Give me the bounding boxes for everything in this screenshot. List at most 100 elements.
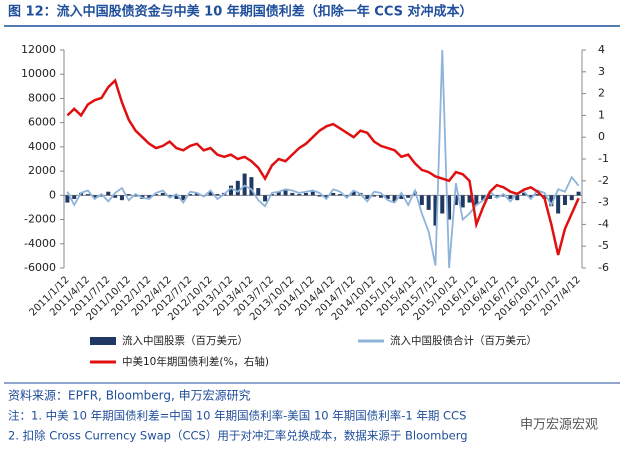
- bar: [324, 195, 329, 198]
- bar: [351, 191, 356, 196]
- bar: [460, 195, 465, 208]
- legend-label: 流入中国股票（百万美元）: [122, 334, 248, 347]
- y2-tick-label: -2: [598, 174, 609, 187]
- watermark: 申万宏源宏观: [520, 418, 598, 433]
- y2-tick-label: 1: [598, 108, 605, 121]
- y2-tick-label: -5: [598, 239, 609, 252]
- y-tick-label: 8000: [28, 91, 56, 104]
- bar: [385, 195, 390, 199]
- bar: [440, 195, 445, 214]
- line: [66, 49, 580, 269]
- bar: [528, 195, 533, 198]
- bar: [433, 195, 438, 226]
- bar: [256, 188, 261, 196]
- bar: [228, 185, 233, 196]
- bar: [92, 195, 97, 198]
- bar: [160, 192, 165, 196]
- bar: [310, 191, 315, 196]
- bar: [576, 191, 581, 196]
- bar: [453, 195, 458, 206]
- y2-tick-label: -6: [598, 261, 609, 274]
- y2-tick-label: -4: [598, 217, 609, 230]
- bar: [154, 194, 159, 196]
- bar: [303, 192, 308, 196]
- bar: [338, 194, 343, 196]
- bar: [344, 195, 349, 197]
- bar: [126, 194, 131, 196]
- y-tick-label: 2000: [28, 164, 56, 177]
- bar: [194, 192, 199, 196]
- bar: [147, 195, 152, 198]
- bar: [99, 195, 104, 197]
- bar: [549, 195, 554, 207]
- y2-tick-label: 0: [598, 130, 605, 143]
- bar: [556, 195, 561, 214]
- bar: [331, 192, 336, 196]
- y-tick-label: -2000: [24, 213, 56, 226]
- bar: [406, 195, 411, 198]
- source: 资料来源：EPFR, Bloomberg, 申万宏源研究: [8, 388, 251, 403]
- bar: [508, 195, 513, 199]
- bar: [515, 195, 520, 201]
- y-tick-label: 4000: [28, 140, 56, 153]
- note: 2. 扣除 Cross Currency Swap（CCS）用于对冲汇率兑换成本…: [8, 429, 468, 443]
- bar: [235, 180, 240, 196]
- bar: [467, 195, 472, 203]
- bar: [378, 195, 383, 198]
- bar: [188, 194, 193, 196]
- bar: [481, 195, 486, 201]
- y2-tick-label: -1: [598, 152, 609, 165]
- bar: [419, 195, 424, 206]
- bar: [399, 195, 404, 199]
- bar: [181, 195, 186, 201]
- bar: [426, 195, 431, 210]
- bar: [113, 195, 118, 198]
- bar: [290, 192, 295, 196]
- bar: [365, 195, 370, 199]
- y2-tick-label: 3: [598, 65, 605, 78]
- bar: [317, 195, 322, 197]
- bar: [494, 195, 499, 198]
- y-tick-label: 0: [49, 188, 56, 201]
- bar: [535, 194, 540, 196]
- bar: [174, 195, 179, 199]
- bar: [208, 191, 213, 196]
- y-tick-label: 12000: [21, 43, 56, 56]
- bar: [85, 194, 90, 196]
- bar: [215, 194, 220, 196]
- bar: [167, 195, 172, 197]
- y2-tick-label: 2: [598, 87, 605, 100]
- bar: [263, 195, 268, 202]
- bar: [392, 195, 397, 202]
- bar: [372, 195, 377, 197]
- y-tick-label: -4000: [24, 237, 56, 250]
- bar: [474, 195, 479, 206]
- bar: [447, 195, 452, 220]
- bar: [119, 195, 124, 201]
- bar: [242, 173, 247, 196]
- y-tick-label: 6000: [28, 116, 56, 129]
- bar: [249, 177, 254, 196]
- bar: [106, 191, 111, 196]
- bar: [562, 195, 567, 206]
- bar: [72, 195, 77, 199]
- bar: [283, 190, 288, 196]
- bar: [522, 192, 527, 196]
- line: [66, 78, 580, 256]
- y2-tick-label: 4: [598, 43, 605, 56]
- bar: [501, 195, 506, 197]
- note: 注：1. 中美 10 年期国债利差=中国 10 年期国债利率-美国 10 年期国…: [8, 409, 466, 423]
- bar: [297, 194, 302, 196]
- legend-label: 中美10年期国债利差(%，右轴): [122, 355, 269, 368]
- y2-tick-label: -3: [598, 196, 609, 209]
- bar: [569, 195, 574, 201]
- y-tick-label: 10000: [21, 67, 56, 80]
- legend-swatch: [90, 337, 116, 345]
- bar: [133, 195, 138, 197]
- chart-title: 图 12：流入中国股债资金与中美 10 年期国债利差（扣除一年 CCS 对冲成本…: [8, 4, 473, 20]
- legend-label: 流入中国股债合计（百万美元）: [390, 334, 537, 347]
- bar: [487, 195, 492, 199]
- bar: [65, 195, 70, 203]
- y-tick-label: -6000: [24, 261, 56, 274]
